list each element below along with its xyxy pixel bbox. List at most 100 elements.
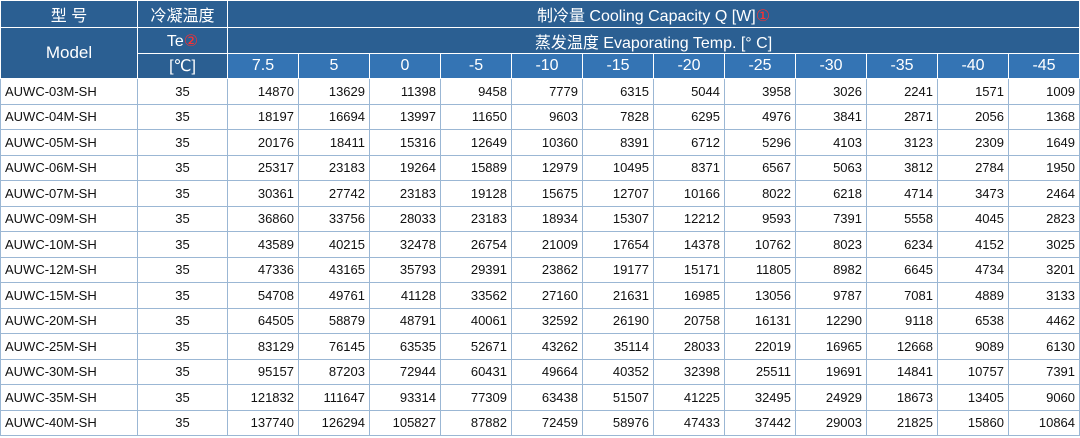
capacity-cell: 43165 <box>298 256 370 283</box>
model-cell: AUWC-09M-SH <box>0 205 138 232</box>
capacity-cell: 76145 <box>298 333 370 360</box>
capacity-cell: 72944 <box>369 358 441 385</box>
capacity-cell: 6218 <box>795 180 867 207</box>
capacity-cell: 30361 <box>227 180 299 207</box>
capacity-cell: 23183 <box>440 205 512 232</box>
te-cell: 35 <box>137 231 228 258</box>
capacity-cell: 15316 <box>369 129 441 156</box>
capacity-cell: 19128 <box>440 180 512 207</box>
capacity-cell: 6130 <box>1007 333 1080 360</box>
model-cell: AUWC-05M-SH <box>0 129 138 156</box>
capacity-cell: 16965 <box>795 333 867 360</box>
capacity-cell: 4889 <box>937 282 1009 309</box>
capacity-cell: 6234 <box>866 231 938 258</box>
capacity-cell: 6645 <box>866 256 938 283</box>
capacity-cell: 11805 <box>724 256 796 283</box>
capacity-cell: 87203 <box>298 358 370 385</box>
capacity-cell: 3201 <box>1007 256 1080 283</box>
capacity-cell: 10757 <box>937 358 1009 385</box>
capacity-cell: 14841 <box>866 358 938 385</box>
capacity-cell: 41225 <box>653 384 725 411</box>
capacity-cell: 29003 <box>795 409 867 436</box>
capacity-cell: 6295 <box>653 103 725 130</box>
capacity-cell: 13997 <box>369 103 441 130</box>
capacity-cell: 16694 <box>298 103 370 130</box>
model-cell: AUWC-07M-SH <box>0 180 138 207</box>
capacity-cell: 19264 <box>369 154 441 181</box>
capacity-cell: 28033 <box>653 333 725 360</box>
capacity-cell: 11398 <box>369 78 441 105</box>
capacity-cell: 3133 <box>1007 282 1080 309</box>
te-cell: 35 <box>137 384 228 411</box>
capacity-cell: 14378 <box>653 231 725 258</box>
header-cell: 冷凝温度 <box>137 0 228 28</box>
capacity-cell: 18673 <box>866 384 938 411</box>
capacity-cell: 35793 <box>369 256 441 283</box>
capacity-cell: 25511 <box>724 358 796 385</box>
te-cell: 35 <box>137 333 228 360</box>
capacity-cell: 40061 <box>440 307 512 334</box>
temp-header: 0 <box>369 53 441 79</box>
capacity-cell: 4462 <box>1007 307 1080 334</box>
model-cell: AUWC-35M-SH <box>0 384 138 411</box>
capacity-cell: 93314 <box>369 384 441 411</box>
capacity-cell: 26190 <box>582 307 654 334</box>
capacity-cell: 13056 <box>724 282 796 309</box>
data-row: AUWC-07M-SH 35 30361 27742 23183 19128 15675 12… <box>0 180 1080 207</box>
capacity-cell: 2241 <box>866 78 938 105</box>
temp-header: -30 <box>795 53 867 79</box>
capacity-cell: 121832 <box>227 384 299 411</box>
capacity-cell: 20176 <box>227 129 299 156</box>
capacity-cell: 23862 <box>511 256 583 283</box>
capacity-cell: 27742 <box>298 180 370 207</box>
temp-header: -40 <box>937 53 1009 79</box>
capacity-cell: 58976 <box>582 409 654 436</box>
model-cell: AUWC-03M-SH <box>0 78 138 105</box>
te-cell: 35 <box>137 180 228 207</box>
capacity-cell: 32592 <box>511 307 583 334</box>
data-row: AUWC-09M-SH 35 36860 33756 28033 23183 18934 15… <box>0 205 1080 232</box>
capacity-cell: 10495 <box>582 154 654 181</box>
temp-header: -15 <box>582 53 654 79</box>
capacity-cell: 3958 <box>724 78 796 105</box>
capacity-cell: 32398 <box>653 358 725 385</box>
capacity-cell: 6315 <box>582 78 654 105</box>
capacity-cell: 2784 <box>937 154 1009 181</box>
capacity-cell: 48791 <box>369 307 441 334</box>
temp-header: 7.5 <box>227 53 299 79</box>
capacity-cell: 12979 <box>511 154 583 181</box>
data-row: AUWC-03M-SH 35 14870 13629 11398 9458 7779 6315… <box>0 78 1080 105</box>
capacity-cell: 5296 <box>724 129 796 156</box>
capacity-cell: 36860 <box>227 205 299 232</box>
capacity-cell: 13629 <box>298 78 370 105</box>
capacity-cell: 12707 <box>582 180 654 207</box>
te-cell: 35 <box>137 129 228 156</box>
capacity-cell: 1950 <box>1007 154 1080 181</box>
capacity-cell: 64505 <box>227 307 299 334</box>
header-text: Te <box>166 32 184 50</box>
capacity-cell: 9060 <box>1007 384 1080 411</box>
capacity-cell: 15889 <box>440 154 512 181</box>
capacity-cell: 63535 <box>369 333 441 360</box>
model-cell: AUWC-06M-SH <box>0 154 138 181</box>
capacity-cell: 47433 <box>653 409 725 436</box>
capacity-cell: 1571 <box>937 78 1009 105</box>
temp-header: -10 <box>511 53 583 79</box>
data-row: AUWC-40M-SH 35 137740 126294 105827 87882 7245… <box>0 409 1080 436</box>
header-row: Model Te② 蒸发温度 Evaporating Temp. [° C] <box>0 27 1080 79</box>
data-row: AUWC-30M-SH 35 95157 87203 72944 60431 49664 40… <box>0 358 1080 385</box>
capacity-cell: 3841 <box>795 103 867 130</box>
capacity-cell: 5558 <box>866 205 938 232</box>
data-row: AUWC-15M-SH 35 54708 49761 41128 33562 27160 21… <box>0 282 1080 309</box>
te-cell: 35 <box>137 256 228 283</box>
capacity-cell: 16131 <box>724 307 796 334</box>
capacity-cell: 4103 <box>795 129 867 156</box>
te-cell: 35 <box>137 358 228 385</box>
te-cell: 35 <box>137 205 228 232</box>
capacity-cell: 29391 <box>440 256 512 283</box>
capacity-cell: 10166 <box>653 180 725 207</box>
header-row: 型 号 冷凝温度 制冷量 Cooling Capacity Q [W]① <box>0 0 1080 28</box>
capacity-cell: 3812 <box>866 154 938 181</box>
capacity-cell: 58879 <box>298 307 370 334</box>
